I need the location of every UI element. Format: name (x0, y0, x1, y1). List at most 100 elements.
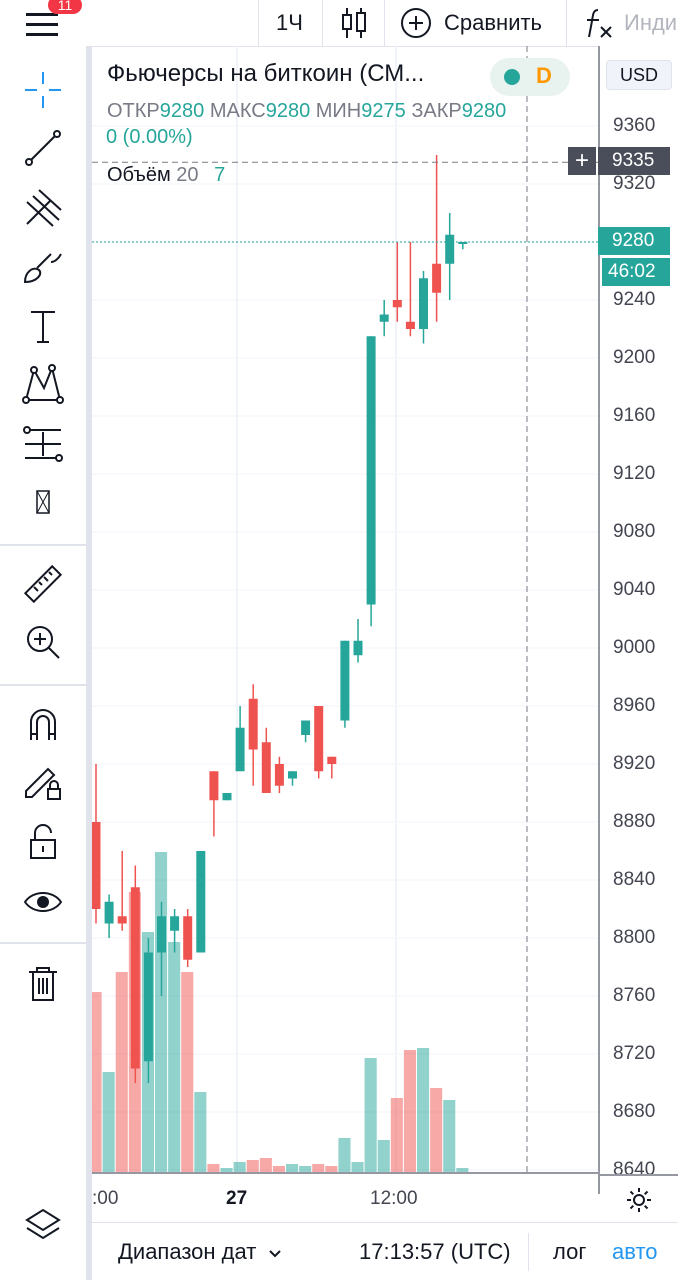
crosshair-plus-button[interactable]: + (568, 147, 596, 175)
volume-length: 20 (176, 164, 199, 186)
volume-bar (377, 1140, 390, 1172)
brush-tool[interactable] (17, 242, 69, 294)
volume-bar (364, 1058, 377, 1172)
volume-bar (286, 1164, 299, 1172)
price-tick-label: 9320 (613, 173, 656, 194)
high-label: МАКС (209, 100, 266, 122)
price-axis[interactable] (598, 46, 678, 1194)
change-value: 0 (0.00%) (106, 126, 193, 148)
price-tick-label: 9120 (613, 463, 656, 484)
auto-scale-toggle[interactable]: авто (612, 1239, 658, 1264)
volume-legend[interactable]: Объём 20 7 (107, 164, 225, 187)
magnet-icon (30, 709, 56, 740)
chart-type-button[interactable] (340, 0, 368, 46)
volume-label: Объём (107, 164, 171, 186)
crosshair-price-label: 9335 (598, 147, 670, 175)
candle-body (366, 336, 376, 605)
candle-body (379, 314, 389, 322)
volume-bar (220, 1168, 233, 1172)
date-range-label: Диапазон дат (118, 1239, 257, 1264)
low-value: 9275 (361, 100, 406, 122)
bottom-bar: Диапазон дат 17:13:57 (UTC) лог авто (92, 1222, 678, 1281)
time-label-day: 27 (226, 1188, 248, 1209)
volume-bar (403, 1050, 416, 1172)
notification-badge: 11 (48, 0, 82, 14)
eye-icon (23, 892, 63, 912)
utc-clock[interactable]: 17:13:57 (UTC) (359, 1239, 511, 1264)
ruler-icon (23, 564, 63, 604)
low-label: МИН (315, 100, 362, 122)
candle-body (209, 771, 219, 801)
crosshair-tool[interactable] (17, 64, 69, 116)
chevron-down-icon (269, 1250, 282, 1258)
candle-body (143, 952, 153, 1062)
crosshair-icon (25, 72, 61, 108)
volume-bar (325, 1166, 338, 1172)
interval-button[interactable]: 1Ч (276, 10, 303, 35)
trend-line-tool[interactable] (17, 122, 69, 174)
visibility-tool[interactable] (17, 876, 69, 928)
market-open-dot (504, 69, 520, 85)
chart-pane[interactable] (92, 46, 598, 1172)
time-axis[interactable]: :00 27 12:00 (92, 1172, 598, 1222)
price-tick-label: 9360 (613, 115, 656, 136)
indicators-button[interactable]: Инди (584, 0, 677, 46)
price-tick-label: 8840 (613, 869, 656, 890)
price-tick-label: 9240 (613, 289, 656, 310)
candle-body (92, 822, 101, 909)
measure-range-tool[interactable] (17, 418, 69, 470)
date-range-button[interactable]: Диапазон дат (118, 1239, 282, 1265)
last-price-label: 9280 (598, 227, 670, 255)
pattern-tool[interactable] (17, 358, 69, 410)
text-tool[interactable] (17, 300, 69, 352)
top-toolbar: 11 1Ч Сравнить Инди (0, 0, 678, 47)
menu-button[interactable] (26, 0, 60, 46)
countdown-label: 46:02 (602, 258, 670, 286)
pencil-lock-icon (25, 767, 61, 800)
trend-line-icon (25, 130, 61, 166)
zoom-tool[interactable] (17, 616, 69, 668)
currency-button[interactable]: USD (606, 60, 672, 90)
placeholder-icon (36, 490, 50, 514)
candle-body (196, 851, 206, 953)
settings-button[interactable] (600, 1174, 678, 1224)
symbol-title[interactable]: Фьючерсы на биткоин (СМ... (107, 60, 425, 87)
volume-bar (272, 1166, 285, 1172)
open-value: 9280 (159, 100, 205, 122)
compare-label: Сравнить (444, 10, 543, 35)
candle-body (353, 640, 363, 656)
lock-drawings-tool[interactable] (17, 756, 69, 808)
fib-tool[interactable] (17, 182, 69, 234)
delete-drawings-tool[interactable] (17, 958, 69, 1010)
menu-icon (26, 13, 58, 36)
candle-body (157, 916, 166, 953)
function-icon (587, 9, 612, 38)
log-scale-toggle[interactable]: лог (553, 1239, 587, 1264)
volume-bar (259, 1158, 272, 1172)
price-tick-label: 8680 (613, 1101, 656, 1122)
volume-bar (207, 1164, 220, 1172)
compare-button[interactable]: Сравнить (400, 0, 542, 46)
candles-icon (342, 8, 366, 38)
volume-bar (233, 1162, 246, 1172)
magnet-tool[interactable] (17, 698, 69, 750)
volume-value: 7 (214, 164, 226, 186)
ruler-tool[interactable] (17, 558, 69, 610)
candle-body (222, 793, 232, 801)
volume-bar (390, 1098, 403, 1172)
status-pill[interactable]: D (490, 58, 570, 96)
open-label: ОТКР (107, 100, 160, 122)
candle-body (183, 916, 193, 960)
candle-body (445, 234, 455, 264)
price-tick-label: 9040 (613, 579, 656, 600)
more-tools[interactable] (17, 476, 69, 528)
range-icon (23, 426, 63, 462)
time-label-noon: 12:00 (370, 1188, 418, 1209)
text-icon (31, 311, 55, 343)
layers-icon (25, 1208, 61, 1240)
candle-body (405, 321, 415, 329)
layers-button[interactable] (17, 1198, 69, 1250)
close-value: 9280 (461, 100, 507, 122)
lock-tool[interactable] (17, 816, 69, 868)
volume-bar (443, 1100, 456, 1172)
